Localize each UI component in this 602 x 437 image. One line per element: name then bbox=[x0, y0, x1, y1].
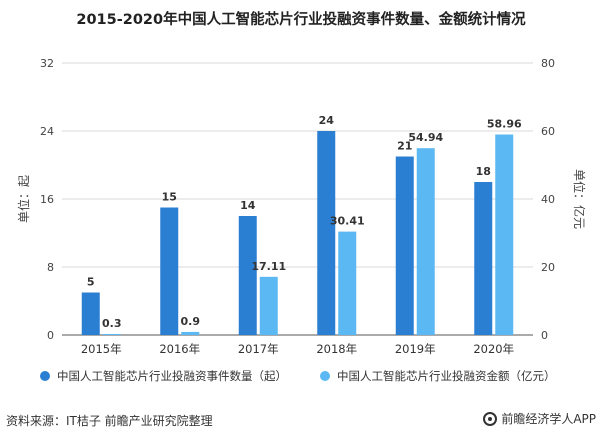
x-tick-label: 2018年 bbox=[316, 342, 357, 356]
brand-logo-icon bbox=[483, 411, 498, 426]
y-tick-label: 16 bbox=[40, 193, 54, 206]
bar-amount bbox=[495, 134, 514, 335]
bar-count bbox=[474, 182, 493, 335]
bar-count bbox=[317, 131, 336, 335]
y2-tick-label: 80 bbox=[541, 57, 555, 70]
y2-tick-label: 60 bbox=[541, 125, 555, 138]
y2-tick-label: 20 bbox=[541, 261, 555, 274]
y-axis-title: 单位：起 bbox=[16, 175, 31, 223]
bar-amount bbox=[102, 333, 121, 335]
legend-marker-amount bbox=[320, 371, 330, 381]
brand: 前瞻经济学人APP bbox=[483, 410, 596, 427]
bar-amount bbox=[259, 276, 278, 335]
x-tick-label: 2016年 bbox=[159, 342, 200, 356]
data-label-amount: 58.96 bbox=[487, 118, 522, 131]
bar-count bbox=[81, 292, 100, 335]
data-label-count: 21 bbox=[397, 140, 412, 153]
legend-label-count: 中国人工智能芯片行业投融资事件数量（起） bbox=[57, 369, 287, 383]
data-label-count: 15 bbox=[162, 191, 177, 204]
y-tick-label: 0 bbox=[47, 329, 54, 342]
y-tick-label: 24 bbox=[40, 125, 54, 138]
data-label-count: 18 bbox=[476, 165, 491, 178]
y-tick-label: 32 bbox=[40, 57, 54, 70]
legend-marker-count bbox=[40, 371, 50, 381]
data-label-amount: 30.41 bbox=[330, 215, 365, 228]
bar-count bbox=[238, 216, 257, 335]
bar-amount bbox=[416, 148, 435, 335]
bar-count bbox=[395, 156, 414, 335]
data-label-amount: 17.11 bbox=[251, 260, 286, 273]
data-label-amount: 0.3 bbox=[102, 317, 122, 330]
data-label-amount: 0.9 bbox=[181, 315, 201, 328]
y2-tick-label: 0 bbox=[541, 329, 548, 342]
bar-amount bbox=[338, 231, 357, 335]
x-tick-label: 2019年 bbox=[395, 342, 436, 356]
brand-name: 前瞻经济学人APP bbox=[501, 412, 596, 426]
y-tick-label: 8 bbox=[47, 261, 54, 274]
y2-tick-label: 40 bbox=[541, 193, 555, 206]
x-tick-label: 2017年 bbox=[238, 342, 279, 356]
data-label-amount: 54.94 bbox=[408, 131, 443, 144]
data-label-count: 24 bbox=[319, 114, 335, 127]
data-label-count: 14 bbox=[240, 199, 256, 212]
legend-label-amount: 中国人工智能芯片行业投融资金额（亿元） bbox=[337, 369, 556, 383]
source-note: 资料来源：IT桔子 前瞻产业研究院整理 bbox=[6, 414, 213, 428]
chart-title: 2015-2020年中国人工智能芯片行业投融资事件数量、金额统计情况 bbox=[76, 12, 526, 28]
y2-axis-title: 单位：亿元 bbox=[572, 169, 587, 229]
bar-amount bbox=[181, 331, 200, 335]
bar-count bbox=[160, 207, 179, 335]
x-tick-label: 2020年 bbox=[473, 342, 514, 356]
data-label-count: 5 bbox=[87, 276, 95, 289]
x-tick-label: 2015年 bbox=[81, 342, 122, 356]
